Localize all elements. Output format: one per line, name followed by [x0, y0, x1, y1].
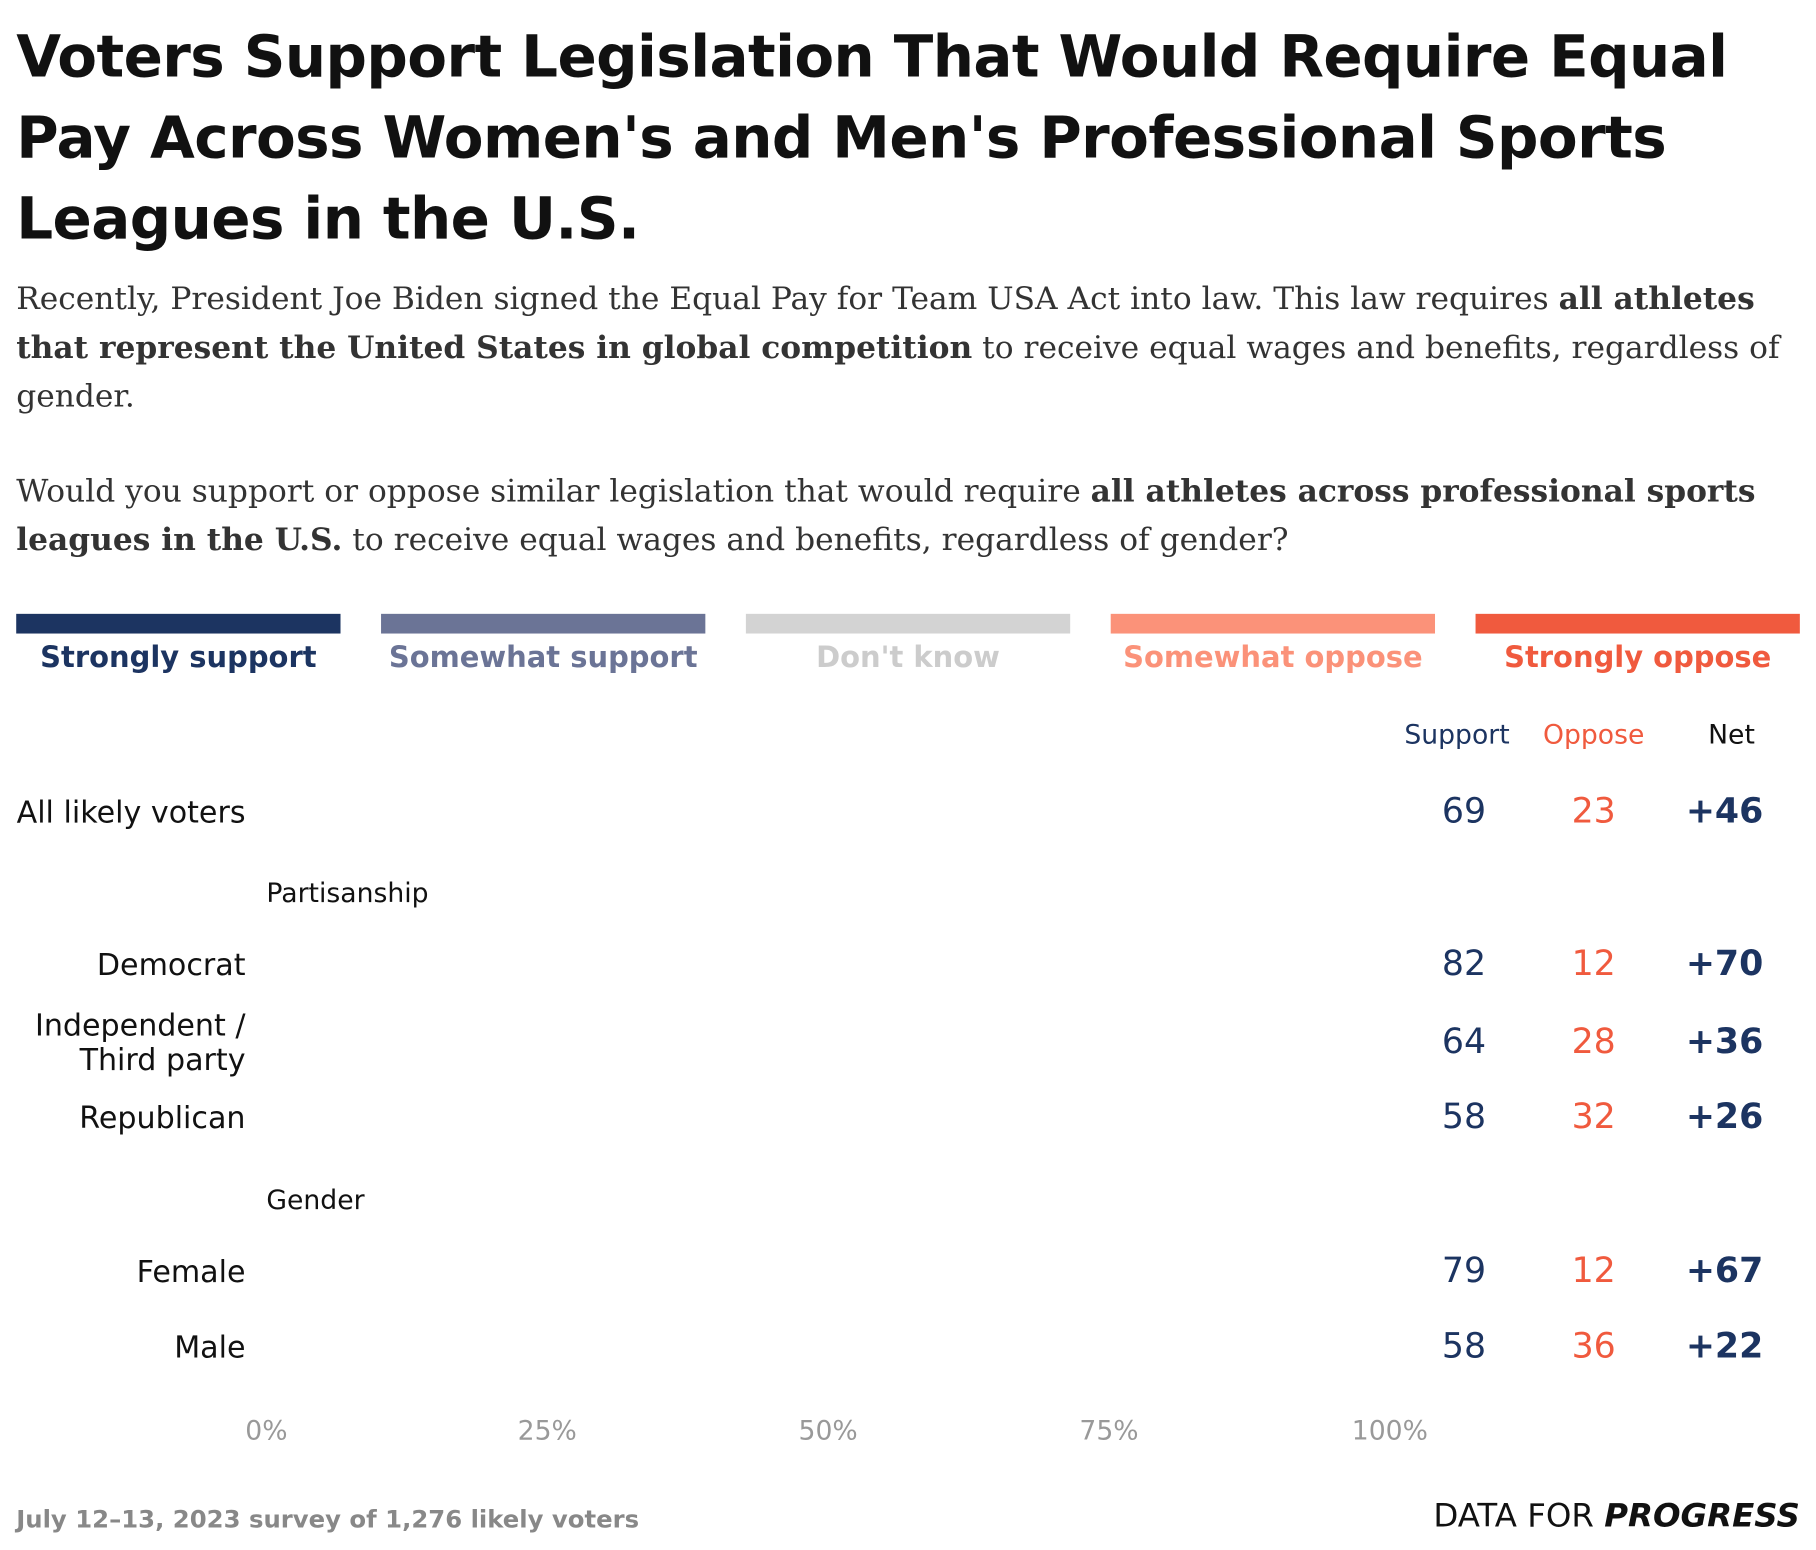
brand-text-bold: PROGRESS — [1604, 1496, 1800, 1535]
value-label: 26% — [287, 1102, 354, 1135]
category-label: All likely voters — [16, 795, 246, 831]
net-value: +22 — [1685, 1326, 1764, 1367]
chart-title: Voters Support Legislation That Would Re… — [16, 23, 1728, 253]
net-value: +67 — [1685, 1250, 1764, 1292]
subtitle-text: to receive equal wages and benefits, reg… — [16, 330, 1780, 415]
category-label: Male — [174, 1330, 246, 1366]
support-value: 58 — [1441, 1326, 1487, 1367]
source: July 12–13, 2023 survey of 1,276 likely … — [16, 1505, 640, 1534]
value-label: 18% — [1053, 1331, 1120, 1364]
brand: DATA FOR PROGRESS — [1433, 1496, 1799, 1534]
support-value: 69 — [1441, 791, 1487, 832]
value-label: 32% — [704, 1102, 772, 1135]
column-header: Support — [1404, 720, 1510, 751]
category-label: Independent / Third party — [34, 1008, 246, 1079]
legend-label: Strongly support — [40, 640, 317, 675]
oppose-value: 32 — [1571, 1096, 1616, 1138]
oppose-value: 36 — [1571, 1326, 1616, 1367]
support-value: 64 — [1441, 1021, 1487, 1063]
legend-swatch — [745, 613, 1071, 634]
subtitle-text: Recently, President Joe Biden signed the… — [16, 281, 1559, 318]
column-header: Oppose — [1542, 720, 1645, 751]
value-label: 31% — [287, 1331, 354, 1364]
x-tick-label: 50% — [798, 1416, 858, 1447]
legend-label: Don't know — [816, 640, 1000, 675]
value-label: 8% — [1062, 796, 1111, 829]
x-tick-label: 75% — [1079, 1416, 1139, 1447]
value-label: 16% — [1086, 1102, 1154, 1135]
value-label: 28% — [850, 796, 918, 829]
value-label: 10% — [1300, 796, 1367, 829]
legend-swatch — [1475, 613, 1800, 634]
support-value: 58 — [1441, 1096, 1487, 1138]
net-value: +26 — [1685, 1096, 1764, 1138]
brand-text: DATA FOR — [1433, 1496, 1594, 1535]
net-value: +70 — [1685, 943, 1764, 985]
subtitle-bold: all athletes that represent the United S… — [16, 281, 1755, 366]
value-label: 18% — [1255, 1331, 1322, 1364]
legend-swatch — [1110, 613, 1436, 634]
net-value: +36 — [1685, 1021, 1764, 1063]
value-label: 9% — [1281, 949, 1330, 982]
x-tick-label: 25% — [517, 1416, 577, 1447]
legend-label: Strongly oppose — [1504, 640, 1772, 675]
x-tick-label: 0% — [245, 1416, 288, 1447]
category-label: Democrat — [96, 948, 246, 984]
value-label: 9% — [1180, 1256, 1229, 1289]
value-label: 50% — [287, 1256, 354, 1289]
oppose-value: 12 — [1571, 1250, 1616, 1292]
value-label: 13% — [1171, 796, 1238, 829]
value-label: 10% — [940, 1102, 1008, 1135]
group-label: Gender — [266, 1185, 365, 1217]
oppose-value: 28 — [1571, 1021, 1616, 1063]
value-label: 26% — [1008, 949, 1075, 982]
value-label: 9% — [1281, 1256, 1330, 1289]
value-label: 16% — [1266, 1102, 1334, 1135]
legend-swatch — [16, 613, 341, 634]
subtitle-bold: all athletes across professional sports … — [16, 473, 1756, 559]
x-tick-label: 100% — [1351, 1416, 1428, 1447]
column-header: Net — [1708, 720, 1755, 751]
value-label: 15% — [1126, 1026, 1193, 1060]
value-label: 56% — [287, 949, 354, 982]
support-value: 82 — [1441, 943, 1487, 985]
legend-swatch — [381, 613, 706, 634]
value-label: 26% — [806, 1026, 873, 1060]
oppose-value: 23 — [1571, 791, 1616, 832]
subtitle-text: Would you support or oppose similar legi… — [16, 473, 1091, 510]
value-label: 38% — [287, 1026, 354, 1060]
support-value: 79 — [1441, 1250, 1487, 1292]
subtitle-text: to receive equal wages and benefits, reg… — [342, 522, 1289, 559]
category-label: Female — [136, 1255, 246, 1291]
subtitle: Would you support or oppose similar legi… — [16, 468, 1800, 565]
oppose-value: 12 — [1571, 943, 1616, 985]
subtitle: Recently, President Joe Biden signed the… — [16, 276, 1800, 422]
category-label: Republican — [79, 1101, 246, 1137]
legend-label: Somewhat oppose — [1123, 640, 1423, 675]
legend-label: Somewhat support — [388, 640, 698, 675]
group-label: Partisanship — [266, 879, 429, 910]
value-label: 29% — [957, 1256, 1025, 1289]
value-label: 41% — [287, 796, 354, 829]
value-label: 8% — [1006, 1026, 1054, 1060]
value-label: 13% — [1283, 1026, 1351, 1060]
value-label: 27% — [733, 1331, 800, 1364]
net-value: +46 — [1685, 791, 1764, 832]
